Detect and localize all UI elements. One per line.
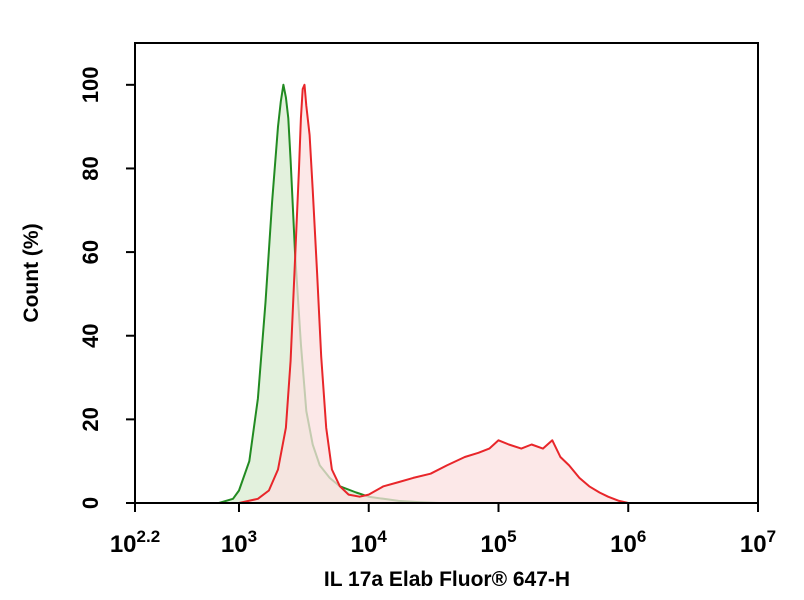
x-tick-label: 107 <box>740 527 776 558</box>
y-tick-label: 100 <box>78 66 103 103</box>
y-tick-label: 60 <box>78 240 103 264</box>
x-tick-label: 105 <box>480 527 516 558</box>
series-1-fill <box>239 84 629 504</box>
series-1-line <box>238 83 629 504</box>
plot-frame <box>134 42 759 504</box>
x-tick-label: 102.2 <box>110 527 160 558</box>
y-axis-title: Count (%) <box>20 223 43 322</box>
series-0-line <box>218 83 440 504</box>
x-axis-title: IL 17a Elab Fluor® 647-H <box>324 568 570 591</box>
x-tick-label: 104 <box>351 527 388 558</box>
x-axis-ticks: 102.2 103 104 105 106 107 <box>110 503 776 558</box>
y-tick-label: 0 <box>78 497 103 509</box>
y-tick-label: 40 <box>78 323 103 347</box>
y-tick-label: 20 <box>78 407 103 431</box>
x-tick-label: 106 <box>610 527 646 558</box>
y-tick-label: 80 <box>78 156 103 180</box>
x-tick-label: 103 <box>221 527 257 558</box>
series-areas <box>218 83 629 504</box>
y-axis-ticks: 0 20 40 60 80 100 <box>78 66 135 509</box>
